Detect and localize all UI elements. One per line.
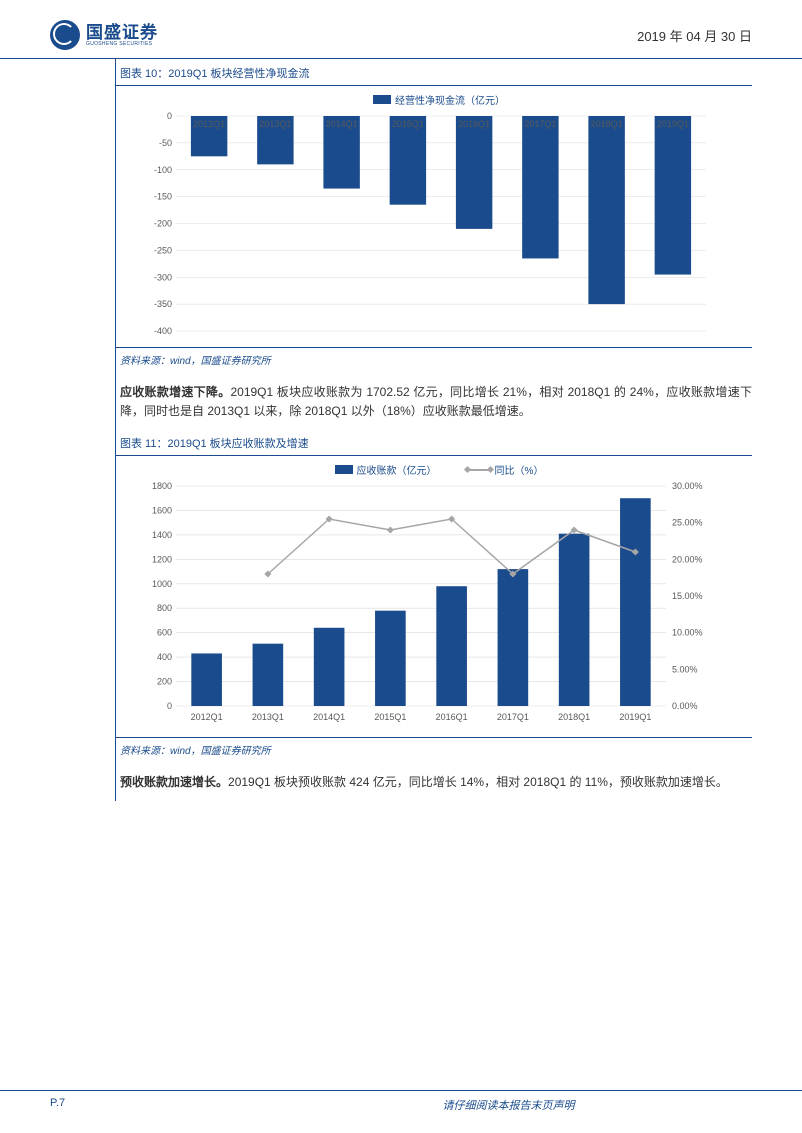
chart1-source: 资料来源：wind，国盛证券研究所 (116, 347, 752, 371)
svg-text:400: 400 (157, 652, 172, 662)
page-number: P.7 (50, 1097, 65, 1113)
svg-text:1800: 1800 (152, 481, 172, 491)
logo-icon (50, 20, 80, 50)
legend-box-icon (373, 95, 391, 104)
svg-text:10.00%: 10.00% (672, 628, 703, 638)
svg-text:25.00%: 25.00% (672, 518, 703, 528)
logo-name-en: GUOSHENG SECURITIES (86, 42, 158, 47)
svg-text:5.00%: 5.00% (672, 665, 698, 675)
svg-text:-350: -350 (154, 299, 172, 309)
svg-text:0: 0 (167, 111, 172, 121)
svg-text:2015Q1: 2015Q1 (374, 712, 406, 722)
svg-text:-300: -300 (154, 272, 172, 282)
svg-text:1000: 1000 (152, 579, 172, 589)
logo-name-cn: 国盛证券 (86, 24, 158, 41)
chart2-legend-bar: 应收账款（亿元） (357, 462, 437, 477)
svg-text:0: 0 (167, 701, 172, 711)
para2-bold: 预收账款加速增长。 (120, 775, 228, 789)
footer-note: 请仔细阅读本报告末页声明 (443, 1097, 575, 1113)
content-column: 图表 10：2019Q1 板块经营性净现金流 经营性净现金流（亿元） 0 -50 -… (115, 59, 752, 801)
chart1: 经营性净现金流（亿元） 0 -50 -100 -150 -200 -250 -300 -350… (116, 86, 752, 347)
page-header: 国盛证券 GUOSHENG SECURITIES 2019 年 04 月 30 … (0, 0, 802, 59)
svg-text:1600: 1600 (152, 506, 172, 516)
svg-text:1200: 1200 (152, 555, 172, 565)
chart1-legend: 经营性净现金流（亿元） (136, 92, 742, 107)
svg-text:600: 600 (157, 628, 172, 638)
svg-text:800: 800 (157, 604, 172, 614)
svg-text:-400: -400 (154, 326, 172, 336)
svg-text:2019Q1: 2019Q1 (657, 119, 689, 129)
svg-text:-50: -50 (159, 138, 172, 148)
legend-box-icon (335, 465, 353, 474)
svg-text:2017Q1: 2017Q1 (497, 712, 529, 722)
svg-text:2014Q1: 2014Q1 (313, 712, 345, 722)
para2-rest: 2019Q1 板块预收账款 424 亿元，同比增长 14%，相对 2018Q1 … (228, 775, 728, 789)
chart2-title: 图表 11：2019Q1 板块应收账款及增速 (116, 429, 752, 456)
svg-text:-250: -250 (154, 245, 172, 255)
svg-text:-200: -200 (154, 219, 172, 229)
svg-text:15.00%: 15.00% (672, 591, 703, 601)
svg-text:0.00%: 0.00% (672, 701, 698, 711)
svg-text:2016Q1: 2016Q1 (458, 119, 490, 129)
svg-text:2018Q1: 2018Q1 (591, 119, 623, 129)
svg-text:2012Q1: 2012Q1 (191, 712, 223, 722)
chart2-source: 资料来源：wind，国盛证券研究所 (116, 737, 752, 761)
chart1-svg: 0 -50 -100 -150 -200 -250 -300 -350 -400 2012Q1 20… (136, 111, 716, 341)
svg-text:2013Q1: 2013Q1 (252, 712, 284, 722)
svg-text:20.00%: 20.00% (672, 555, 703, 565)
svg-text:2015Q1: 2015Q1 (392, 119, 424, 129)
chart1-legend-label: 经营性净现金流（亿元） (395, 92, 505, 107)
paragraph-1: 应收账款增速下降。2019Q1 板块应收账款为 1702.52 亿元，同比增长 … (116, 371, 752, 429)
svg-text:2014Q1: 2014Q1 (326, 119, 358, 129)
chart2: 应收账款（亿元） 同比（%） 0 200 400 600 800 1000 1200 1400… (116, 456, 752, 737)
svg-text:2012Q1: 2012Q1 (193, 119, 225, 129)
chart1-title: 图表 10：2019Q1 板块经营性净现金流 (116, 59, 752, 86)
svg-text:-150: -150 (154, 192, 172, 202)
svg-text:2017Q1: 2017Q1 (524, 119, 556, 129)
svg-text:2019Q1: 2019Q1 (619, 712, 651, 722)
svg-text:2018Q1: 2018Q1 (558, 712, 590, 722)
chart2-svg: 0 200 400 600 800 1000 1200 1400 1600 1800 0.00% 5.… (136, 481, 716, 731)
svg-text:200: 200 (157, 677, 172, 687)
svg-text:30.00%: 30.00% (672, 481, 703, 491)
report-date: 2019 年 04 月 30 日 (637, 26, 752, 45)
logo: 国盛证券 GUOSHENG SECURITIES (50, 20, 158, 50)
chart2-legend: 应收账款（亿元） 同比（%） (136, 462, 742, 477)
chart2-legend-line: 同比（%） (495, 462, 544, 477)
paragraph-2: 预收账款加速增长。2019Q1 板块预收账款 424 亿元，同比增长 14%，相… (116, 761, 752, 800)
page-footer: P.7 请仔细阅读本报告末页声明 (0, 1090, 802, 1113)
svg-text:2013Q1: 2013Q1 (259, 119, 291, 129)
para1-bold: 应收账款增速下降。 (120, 385, 230, 399)
svg-text:1400: 1400 (152, 530, 172, 540)
legend-line-icon (467, 469, 491, 471)
svg-text:-100: -100 (154, 165, 172, 175)
svg-text:2016Q1: 2016Q1 (436, 712, 468, 722)
